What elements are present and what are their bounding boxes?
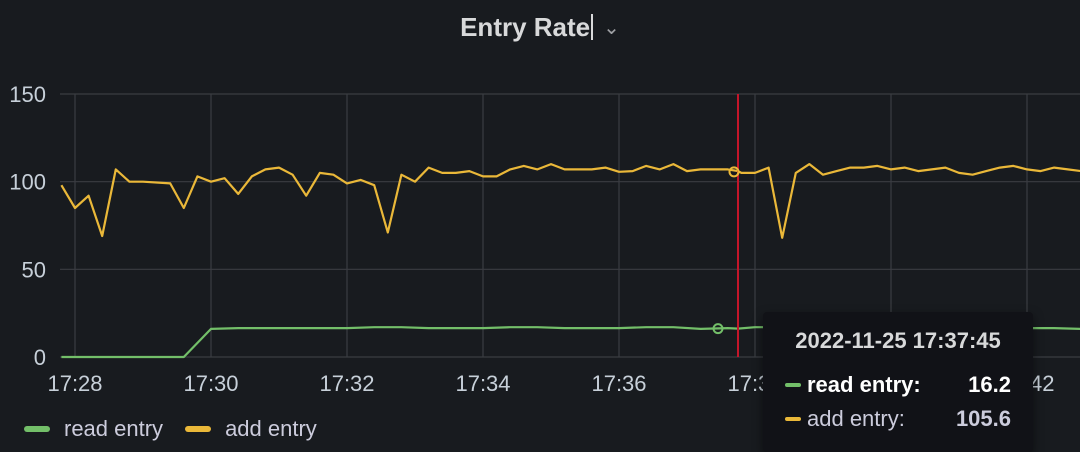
chart-grid [60, 93, 1080, 358]
x-tick-label: 17:30 [183, 371, 238, 396]
text-caret [591, 14, 594, 40]
hover-layer [712, 94, 740, 357]
legend-item-add-entry[interactable]: add entry [185, 416, 317, 442]
panel-title[interactable]: Entry Rate ⌄ [0, 12, 1080, 43]
legend-label: add entry [225, 416, 317, 441]
hover-point-add-entry [728, 166, 740, 178]
y-tick-label: 100 [9, 170, 46, 195]
chevron-down-icon[interactable]: ⌄ [603, 17, 620, 39]
tooltip-swatch [785, 417, 801, 421]
x-tick-label: 17:36 [591, 371, 646, 396]
tooltip-series-value: 16.2 [968, 372, 1011, 397]
tooltip-series-value: 105.6 [955, 406, 1011, 431]
x-tick-label: 17:32 [319, 371, 374, 396]
tooltip-series-label: add entry: [807, 406, 905, 431]
tooltip-timestamp: 2022-11-25 17:37:45 [795, 328, 1001, 353]
y-tick-label: 0 [34, 345, 46, 370]
legend-swatch-read-entry [24, 426, 50, 432]
hover-tooltip: 2022-11-25 17:37:45 read entry: 16.2 add… [763, 312, 1033, 452]
y-tick-label: 150 [9, 82, 46, 107]
x-tick-label: 17:28 [47, 371, 102, 396]
panel-title-text: Entry Rate [460, 12, 591, 42]
tooltip-row-read-entry: read entry: 16.2 [785, 368, 1011, 402]
hover-point-read-entry [712, 323, 724, 335]
chart-legend: read entry add entry [24, 416, 317, 442]
tooltip-row-add-entry: add entry: 105.6 [785, 402, 1011, 436]
y-axis-ticks: 0 50 100 150 [9, 82, 46, 370]
legend-label: read entry [64, 416, 164, 441]
tooltip-series-label: read entry: [807, 372, 921, 397]
x-tick-label: 17:34 [455, 371, 510, 396]
legend-item-read-entry[interactable]: read entry [24, 416, 163, 442]
y-tick-label: 50 [22, 257, 46, 282]
tooltip-swatch [785, 383, 801, 387]
series-line-add-entry [60, 163, 1080, 239]
legend-swatch-add-entry [185, 426, 212, 432]
